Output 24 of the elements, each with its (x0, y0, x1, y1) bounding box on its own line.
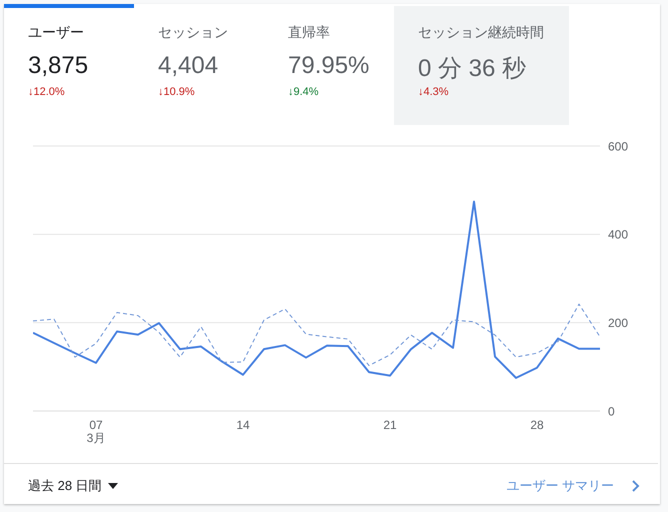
y-tick-label: 200 (608, 316, 628, 330)
x-tick-label: 28 (530, 418, 544, 432)
text: 0 分 36 秒 (418, 54, 526, 84)
text: ↓12.0% (28, 86, 65, 98)
text: 79.95% (288, 52, 370, 80)
text: 直帰率 (288, 24, 330, 42)
y-tick-label: 600 (608, 139, 628, 154)
y-tick-label: 400 (608, 228, 628, 242)
line-series (33, 200, 600, 379)
text: セッション継続時間 (418, 24, 544, 42)
text: ↓9.4% (288, 86, 319, 98)
y-tick-label: 0 (608, 404, 615, 418)
line-series (33, 304, 600, 366)
text: 4,404 (158, 52, 218, 80)
x-tick-label: 07 3月 (86, 418, 106, 445)
text: 過去 28 日間 (28, 477, 102, 495)
text: ↓4.3% (418, 86, 449, 98)
text: 3,875 (28, 52, 88, 80)
text: ↓10.9% (158, 86, 195, 98)
text: ユーザー サマリー (506, 477, 614, 495)
text: セッション (158, 24, 228, 42)
text: ユーザー (28, 24, 84, 42)
x-tick-label: 14 (236, 418, 250, 432)
x-tick-label: 21 (383, 418, 397, 432)
